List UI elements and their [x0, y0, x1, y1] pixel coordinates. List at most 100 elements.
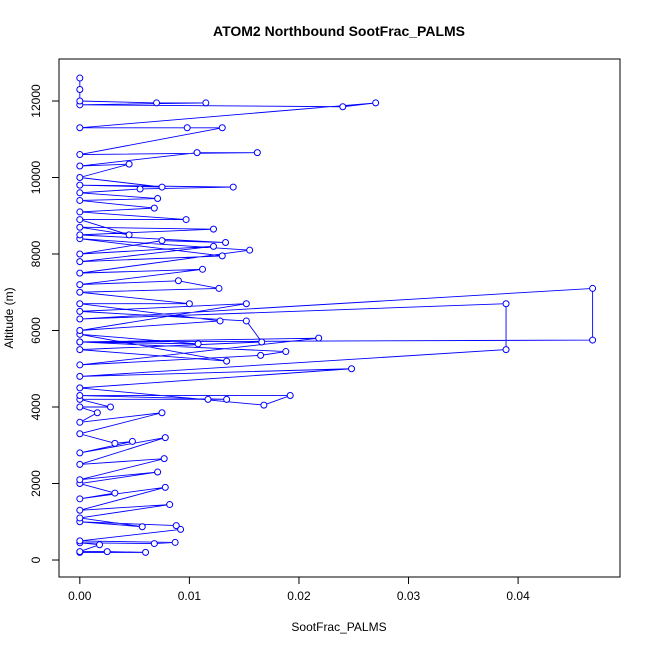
data-point — [199, 265, 207, 273]
data-point — [223, 395, 231, 403]
data-point — [218, 252, 226, 260]
data-point — [111, 439, 119, 447]
data-point — [76, 300, 84, 308]
data-point — [111, 489, 119, 497]
data-point — [76, 231, 84, 239]
data-point — [76, 548, 84, 556]
data-point — [218, 124, 226, 132]
data-point — [194, 340, 202, 348]
data-point — [76, 250, 84, 258]
data-point — [502, 300, 510, 308]
data-point — [76, 346, 84, 354]
data-point — [154, 195, 162, 203]
data-point — [160, 455, 168, 463]
data-point — [372, 99, 380, 107]
data-point — [76, 449, 84, 457]
data-point — [257, 351, 265, 359]
y-tick-label: 10000 — [29, 160, 43, 194]
data-point — [246, 246, 254, 254]
data-point — [222, 239, 230, 247]
x-tick-label: 0.00 — [68, 589, 92, 603]
y-tick-label: 12000 — [29, 84, 43, 118]
data-point — [242, 300, 250, 308]
y-tick-label: 8000 — [29, 240, 43, 267]
data-point — [172, 522, 180, 530]
data-point — [76, 384, 84, 392]
data-point — [76, 223, 84, 231]
data-point — [76, 174, 84, 182]
x-tick-label: 0.01 — [178, 589, 202, 603]
data-point — [589, 284, 597, 292]
data-point — [93, 409, 101, 417]
data-point — [229, 183, 237, 191]
data-point — [76, 392, 84, 400]
data-point — [260, 401, 268, 409]
y-tick-label: 0 — [29, 556, 43, 563]
data-point — [76, 162, 84, 170]
data-point — [76, 208, 84, 216]
data-point — [282, 348, 290, 356]
data-point — [153, 99, 161, 107]
chart-title: ATOM2 Northbound SootFrac_PALMS — [213, 23, 465, 39]
data-point — [125, 231, 133, 239]
data-point — [76, 315, 84, 323]
x-axis-label: SootFrac_PALMS — [291, 620, 386, 634]
data-point — [258, 338, 266, 346]
data-point — [142, 548, 150, 556]
data-point — [96, 541, 104, 549]
data-point — [166, 501, 174, 509]
data-point — [76, 74, 84, 82]
data-point — [76, 418, 84, 426]
data-point — [76, 288, 84, 296]
data-point — [286, 392, 294, 400]
data-point — [177, 525, 185, 533]
data-point — [182, 216, 190, 224]
data-point — [76, 258, 84, 266]
data-point — [76, 196, 84, 204]
data-point — [202, 99, 210, 107]
x-tick-label: 0.02 — [287, 589, 311, 603]
data-point — [209, 242, 217, 250]
data-point — [339, 103, 347, 111]
data-point — [150, 204, 158, 212]
data-point — [138, 523, 146, 531]
data-point — [215, 284, 223, 292]
x-tick-label: 0.04 — [506, 589, 530, 603]
data-point — [76, 506, 84, 514]
data-point — [348, 365, 356, 373]
data-point — [76, 216, 84, 224]
data-point — [158, 183, 166, 191]
data-point — [125, 160, 133, 168]
data-point — [76, 372, 84, 380]
data-point — [154, 468, 162, 476]
data-point — [76, 86, 84, 94]
data-point — [253, 149, 261, 157]
data-point — [315, 334, 323, 342]
data-point — [185, 300, 193, 308]
data-point — [204, 395, 212, 403]
data-point — [76, 514, 84, 522]
data-point — [223, 357, 231, 365]
y-axis-label: Altitude (m) — [2, 287, 16, 348]
data-point — [183, 124, 191, 132]
y-tick-label: 2000 — [29, 470, 43, 497]
data-point — [76, 430, 84, 438]
y-tick-label: 6000 — [29, 317, 43, 344]
data-point — [76, 269, 84, 277]
data-point — [174, 277, 182, 285]
data-point — [76, 124, 84, 132]
data-point — [76, 495, 84, 503]
data-point — [76, 476, 84, 484]
data-point — [76, 327, 84, 335]
data-point — [76, 403, 84, 411]
data-point — [158, 237, 166, 245]
data-point — [161, 483, 169, 491]
data-point — [76, 307, 84, 315]
data-point — [502, 346, 510, 354]
y-tick-label: 4000 — [29, 393, 43, 420]
data-point — [136, 185, 144, 193]
x-tick-label: 0.03 — [397, 589, 421, 603]
data-point — [209, 225, 217, 233]
data-point — [106, 403, 114, 411]
